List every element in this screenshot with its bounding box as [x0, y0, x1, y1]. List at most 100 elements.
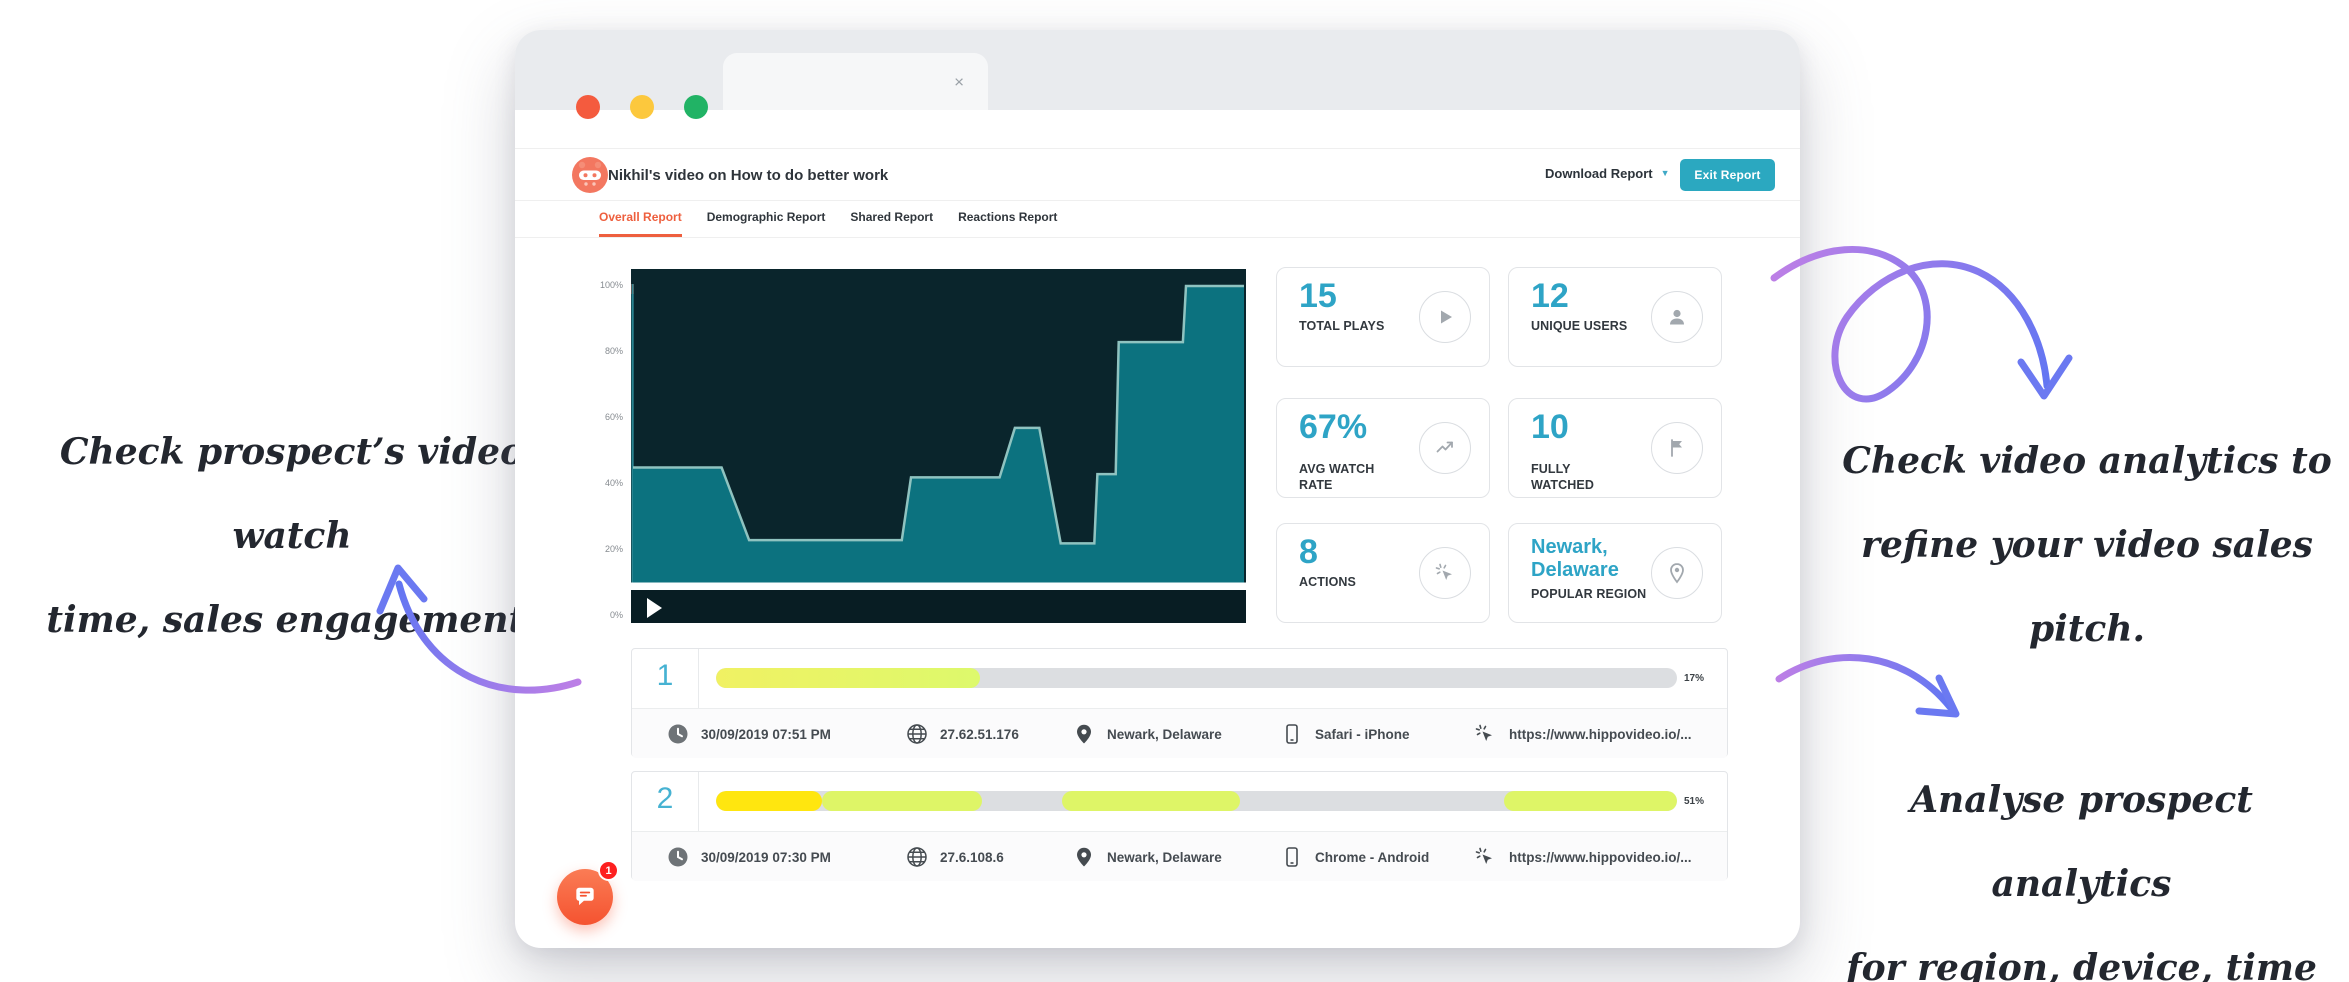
- browser-window: × Nikhil's video on How to do better wor…: [515, 30, 1800, 948]
- tab-close-icon[interactable]: ×: [954, 72, 964, 91]
- stat-label: FULLY WATCHED: [1531, 462, 1594, 492]
- watched-segment: [1504, 791, 1677, 811]
- watch-progress-track: [716, 791, 1677, 811]
- detail-text: 27.62.51.176: [940, 726, 1019, 742]
- trend-icon: [1419, 422, 1471, 474]
- user-icon: [1651, 291, 1703, 343]
- divider: [515, 237, 1800, 238]
- detail-text: https://www.hippovideo.io/...: [1509, 726, 1692, 742]
- maximize-traffic-light[interactable]: [684, 95, 708, 119]
- tab-reactions-report[interactable]: Reactions Report: [958, 209, 1058, 224]
- detail-text: 30/09/2019 07:30 PM: [701, 849, 831, 865]
- viewer-index: 2: [656, 782, 674, 815]
- annotation-line: time, sales engagement.: [46, 599, 538, 641]
- stat-value: 8: [1299, 533, 1318, 571]
- stat-card-total-plays: 15 TOTAL PLAYS: [1276, 267, 1490, 367]
- chevron-down-icon: ▼: [1660, 168, 1670, 178]
- download-report-button[interactable]: Download Report ▼: [1545, 166, 1670, 181]
- close-traffic-light[interactable]: [576, 95, 600, 119]
- hippo-video-logo-icon: [572, 157, 608, 193]
- annotation-line: for region, device, time etc.: [1846, 947, 2317, 982]
- detail-device: Safari - iPhone: [1281, 709, 1410, 759]
- stat-label: TOTAL PLAYS: [1299, 319, 1385, 333]
- video-watch-rate-chart: [631, 269, 1246, 623]
- clock-icon: [668, 847, 688, 867]
- play-icon: [1419, 291, 1471, 343]
- exit-report-button[interactable]: Exit Report: [1680, 159, 1775, 191]
- detail-time: 30/09/2019 07:30 PM: [667, 832, 831, 882]
- exit-report-label: Exit Report: [1694, 168, 1761, 182]
- watch-progress-track: [716, 668, 1677, 688]
- y-tick-label: 100%: [599, 280, 623, 290]
- pin-icon: [1077, 847, 1091, 867]
- report-tabs: Overall Report Demographic Report Shared…: [599, 200, 1057, 237]
- stat-value: Newark, Delaware: [1531, 536, 1619, 581]
- stat-label: UNIQUE USERS: [1531, 319, 1628, 333]
- y-axis-line: [631, 284, 634, 590]
- stat-card-fully-watched: 10 FULLY WATCHED: [1508, 398, 1722, 498]
- pin-icon: [1651, 547, 1703, 599]
- watch-bar-area: 1 17%: [632, 649, 1727, 708]
- phone-icon: [1286, 847, 1298, 867]
- y-tick-label: 40%: [604, 478, 623, 488]
- watch-rate-edge: [633, 284, 1244, 545]
- page-title: Nikhil's video on How to do better work: [608, 167, 889, 184]
- browser-tab[interactable]: ×: [723, 53, 988, 110]
- watch-percent: 17%: [1684, 673, 1705, 684]
- arrowhead-icon: [2017, 354, 2073, 400]
- detail-text: 27.6.108.6: [940, 849, 1004, 865]
- chat-launcher-button[interactable]: [557, 869, 613, 925]
- clock-icon: [668, 724, 688, 744]
- detail-text: Newark, Delaware: [1107, 726, 1222, 742]
- pin-icon: [1077, 724, 1091, 744]
- annotation-line: Check video analytics to: [1842, 440, 2332, 482]
- stat-card-unique-users: 12 UNIQUE USERS: [1508, 267, 1722, 367]
- detail-ip: 27.6.108.6: [906, 832, 1004, 882]
- annotation-left: Check prospect’s video watch time, sales…: [17, 410, 567, 662]
- detail-text: https://www.hippovideo.io/...: [1509, 849, 1692, 865]
- y-tick-label: 20%: [604, 544, 623, 554]
- click-icon: [1475, 847, 1492, 864]
- y-tick-label: 80%: [604, 346, 623, 356]
- annotation-right-top: Check video analytics to refine your vid…: [1817, 419, 2349, 671]
- divider: [698, 772, 699, 831]
- download-report-label: Download Report: [1545, 166, 1653, 181]
- video-progress-bar[interactable]: [631, 582, 1246, 591]
- detail-source-url: https://www.hippovideo.io/...: [1473, 709, 1692, 759]
- play-button-icon[interactable]: [647, 598, 662, 618]
- phone-icon: [1286, 724, 1298, 744]
- chat-bubble-icon: [576, 887, 594, 906]
- stat-value: 10: [1531, 408, 1569, 446]
- watch-bar-area: 2 51%: [632, 772, 1727, 831]
- y-tick-label: 0%: [609, 610, 623, 620]
- chat-notification-badge[interactable]: 1: [598, 860, 619, 881]
- stat-label: AVG WATCH RATE: [1299, 462, 1375, 492]
- browser-topbar: ×: [515, 30, 1800, 119]
- globe-icon: [907, 724, 927, 744]
- tab-overall-report[interactable]: Overall Report: [599, 200, 682, 237]
- detail-source-url: https://www.hippovideo.io/...: [1473, 832, 1692, 882]
- viewer-details: 30/09/2019 07:30 PM 27.6.108.6 Newark, D…: [632, 831, 1727, 881]
- watched-segment: [821, 791, 983, 811]
- y-tick-label: 60%: [604, 412, 623, 422]
- annotation-right-bottom: Analyse prospect analytics for region, d…: [1814, 758, 2349, 982]
- watch-rate-area: [633, 286, 1244, 590]
- stat-label: ACTIONS: [1299, 575, 1356, 589]
- annotation-line: Analyse prospect analytics: [1910, 779, 2253, 905]
- watch-percent: 51%: [1684, 796, 1705, 807]
- chart-y-axis: 100% 80% 60% 40% 20% 0%: [583, 269, 627, 623]
- stat-card-popular-region: Newark, Delaware POPULAR REGION: [1508, 523, 1722, 623]
- stat-value: 12: [1531, 277, 1569, 315]
- arrowhead-icon: [1915, 674, 1960, 718]
- tab-demographic-report[interactable]: Demographic Report: [706, 209, 826, 224]
- stat-value: 67%: [1299, 408, 1368, 446]
- detail-location: Newark, Delaware: [1073, 832, 1222, 882]
- minimize-traffic-light[interactable]: [630, 95, 654, 119]
- viewer-details: 30/09/2019 07:51 PM 27.62.51.176 Newark,…: [632, 708, 1727, 758]
- tab-shared-report[interactable]: Shared Report: [850, 209, 934, 224]
- globe-icon: [907, 847, 927, 867]
- loop-arrow-right-top: [1770, 245, 2051, 403]
- video-controls-strip: [631, 590, 1246, 623]
- detail-ip: 27.62.51.176: [906, 709, 1019, 759]
